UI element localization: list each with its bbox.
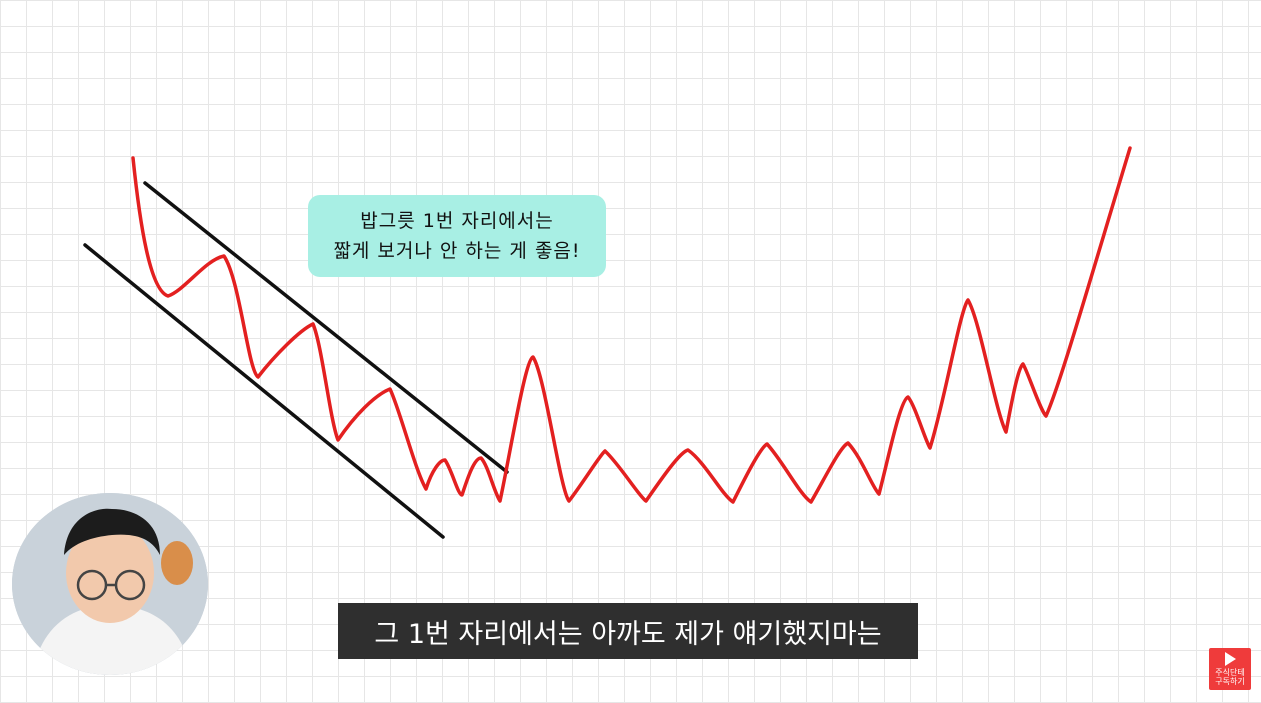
subtitle-caption: 그 1번 자리에서는 아까도 제가 얘기했지마는 bbox=[338, 603, 918, 659]
subscribe-button[interactable]: 주식단테 구독하기 bbox=[1209, 648, 1251, 690]
annotation-note-line-2: 짧게 보거나 안 하는 게 좋음! bbox=[333, 240, 581, 262]
annotation-note-line-1: 밥그릇 1번 자리에서는 bbox=[360, 210, 554, 232]
channel-upper-line bbox=[143, 181, 509, 474]
presenter-avatar bbox=[12, 493, 208, 675]
play-icon bbox=[1224, 652, 1236, 666]
subscribe-label-line-1: 주식단테 bbox=[1215, 668, 1245, 677]
annotation-note: 밥그릇 1번 자리에서는 짧게 보거나 안 하는 게 좋음! bbox=[308, 195, 606, 277]
presenter-figure bbox=[12, 493, 208, 675]
price-line bbox=[131, 146, 1132, 504]
subscribe-label-line-2: 구독하기 bbox=[1215, 677, 1245, 686]
channel-lower-line bbox=[83, 243, 445, 539]
